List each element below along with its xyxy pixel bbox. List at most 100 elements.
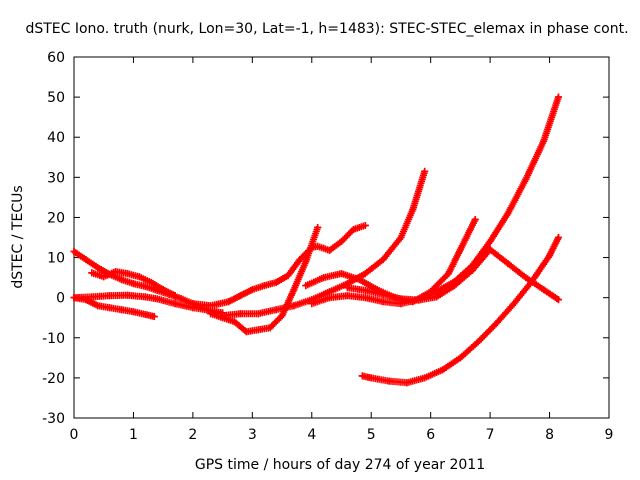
y-tick-label: -30 — [42, 411, 65, 427]
data-point — [450, 282, 458, 290]
data-point — [367, 374, 375, 382]
data-point — [421, 374, 429, 382]
data-point — [308, 300, 316, 308]
x-tick-label: 5 — [367, 427, 376, 443]
data-point — [236, 292, 244, 300]
data-point — [554, 234, 562, 241]
series-7 — [219, 167, 429, 320]
data-point — [171, 300, 179, 308]
data-point — [379, 290, 387, 298]
x-tick-label: 4 — [307, 427, 316, 443]
data-point — [207, 310, 215, 318]
data-point — [106, 292, 114, 300]
data-point — [326, 246, 334, 254]
data-point — [70, 248, 78, 256]
data-point — [326, 288, 334, 296]
y-tick-label: -20 — [42, 371, 65, 387]
data-point — [159, 286, 167, 294]
data-point — [242, 328, 250, 336]
data-point — [296, 256, 304, 264]
data-point — [124, 291, 131, 299]
data-point — [284, 272, 292, 280]
data-point — [320, 274, 328, 282]
plot-frame — [73, 56, 610, 419]
data-point — [302, 282, 310, 290]
data-point — [474, 338, 482, 346]
data-point — [177, 294, 185, 302]
series-11 — [358, 234, 562, 387]
y-tick-label: 50 — [47, 90, 65, 106]
data-point — [361, 270, 369, 278]
y-tick-label: 20 — [47, 210, 65, 226]
y-tick-label: 30 — [47, 170, 65, 186]
data-point — [106, 304, 114, 312]
data-point — [338, 270, 345, 278]
data-point — [290, 286, 298, 294]
y-tick-label: 40 — [47, 130, 65, 146]
x-tick-label: 1 — [129, 427, 138, 443]
x-axis-tick-labels: 0 1 2 3 4 5 6 7 8 9 — [70, 427, 614, 443]
data-point — [338, 238, 345, 246]
x-tick-label: 2 — [188, 427, 197, 443]
data-point — [554, 296, 562, 304]
data-point — [118, 306, 126, 314]
data-point — [278, 312, 286, 320]
x-axis-ticks — [132, 57, 551, 418]
x-tick-label: 6 — [426, 427, 435, 443]
chart-title: dSTEC Iono. truth (nurk, Lon=30, Lat=-1,… — [25, 21, 628, 37]
data-point — [540, 286, 548, 294]
data-point — [70, 294, 78, 302]
data-point — [433, 293, 441, 301]
data-point — [272, 306, 280, 314]
data-point — [528, 278, 536, 286]
x-axis-label: GPS time / hours of day 274 of year 2011 — [195, 457, 485, 473]
data-point — [248, 286, 256, 294]
series-6 — [189, 221, 369, 310]
data-point — [421, 167, 429, 175]
data-point — [254, 310, 262, 318]
data-point — [124, 270, 131, 278]
data-point — [141, 282, 149, 290]
data-point — [355, 276, 363, 284]
data-point — [189, 300, 197, 308]
data-point — [314, 242, 322, 250]
data-point — [254, 326, 262, 334]
data-point — [456, 246, 464, 254]
x-tick-label: 7 — [486, 427, 495, 443]
y-axis-ticks — [74, 96, 609, 379]
data-point — [88, 269, 96, 277]
data-point — [118, 276, 126, 284]
data-point — [409, 205, 417, 213]
data-point — [540, 137, 548, 145]
data-point — [94, 302, 102, 310]
data-point — [153, 295, 161, 303]
y-tick-label: 0 — [56, 291, 65, 307]
data-point — [343, 292, 351, 300]
data-point — [308, 244, 316, 252]
data-point — [361, 294, 369, 302]
data-point — [129, 280, 137, 288]
data-point — [379, 256, 387, 264]
data-point — [385, 377, 393, 385]
y-tick-label: -10 — [42, 331, 65, 347]
data-point — [100, 273, 108, 281]
data-point — [546, 252, 554, 260]
data-point — [231, 318, 238, 326]
data-point — [492, 320, 500, 328]
data-point — [397, 295, 405, 303]
data-point — [94, 264, 102, 272]
data-point — [486, 238, 494, 246]
series-10 — [343, 246, 562, 304]
data-point — [150, 313, 158, 321]
data-point — [445, 270, 452, 278]
data-point — [171, 292, 179, 300]
data-point — [403, 379, 411, 387]
data-point — [522, 175, 530, 183]
y-tick-label: 10 — [47, 251, 65, 267]
data-point — [272, 278, 280, 286]
data-point — [349, 225, 357, 233]
data-point — [504, 260, 512, 268]
y-axis-tick-labels: -30 -20 -10 0 10 20 30 40 50 60 — [42, 50, 65, 427]
data-point — [471, 215, 479, 223]
data-point — [439, 366, 447, 374]
